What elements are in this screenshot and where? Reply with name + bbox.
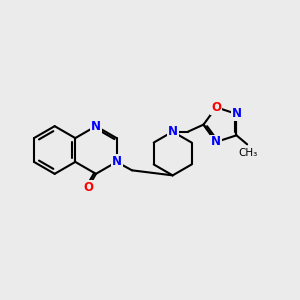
Text: N: N [211, 136, 221, 148]
Text: N: N [91, 120, 101, 133]
Text: N: N [168, 125, 178, 138]
Text: N: N [232, 107, 242, 120]
Text: O: O [83, 181, 93, 194]
Text: CH₃: CH₃ [238, 148, 258, 158]
Text: N: N [112, 155, 122, 168]
Text: O: O [211, 101, 221, 114]
